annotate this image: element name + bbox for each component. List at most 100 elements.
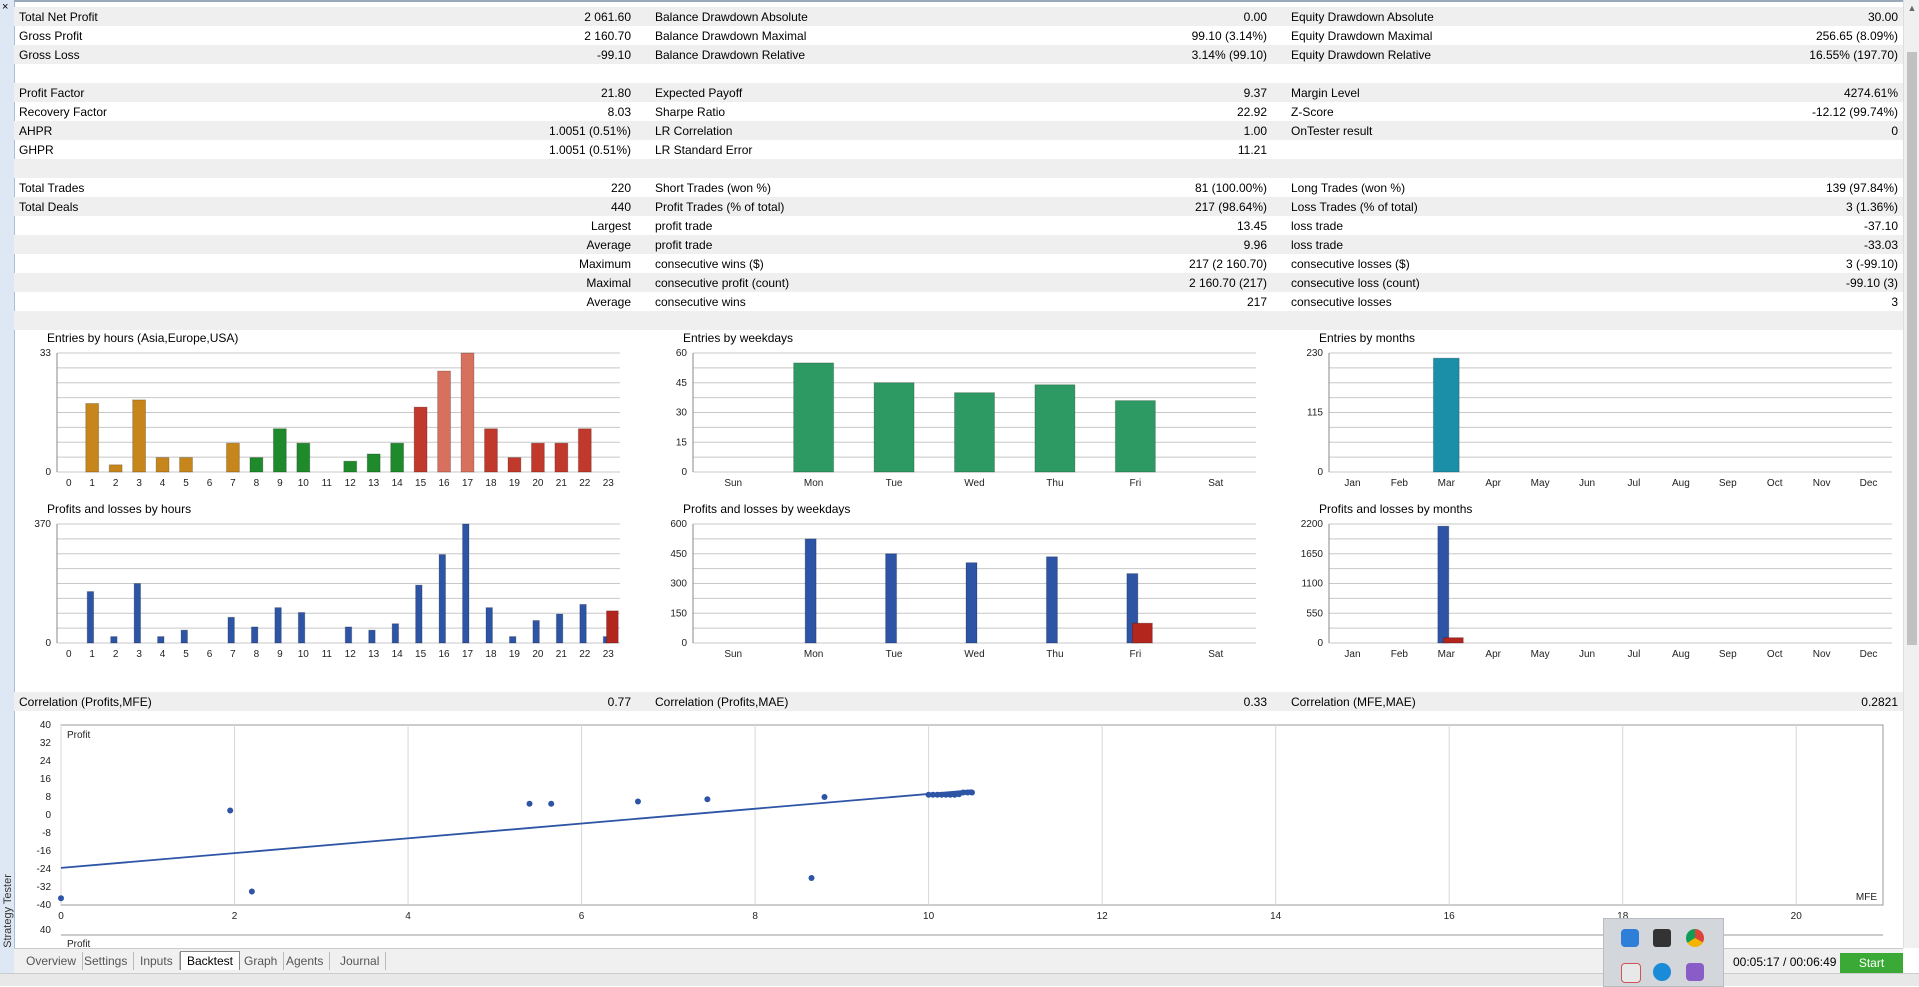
bar [343, 460, 358, 473]
x-tick-label: 0 [66, 478, 72, 489]
scatter-point [938, 791, 945, 798]
y-tick-label: 0 [1317, 467, 1323, 478]
x-tick-label: Mar [1438, 478, 1456, 489]
edge-icon[interactable] [1653, 963, 1671, 981]
bar [108, 464, 123, 473]
scroll-up-icon[interactable]: ▲ [1907, 3, 1917, 13]
bar [133, 583, 142, 644]
x-tick-label: Tue [886, 649, 903, 660]
app-tray-icon[interactable] [1621, 929, 1639, 947]
y-tick-label: 33 [40, 348, 52, 359]
x-tick-label: 23 [603, 649, 615, 660]
scatter-point [548, 800, 555, 807]
entries-by-weekdays-chart: Entries by weekdays 0 15 30 45 60 Sun Mon Tue Wed… [650, 328, 1270, 496]
stats-row [14, 311, 1903, 330]
y-tick-label: -24 [37, 864, 52, 875]
y-tick-label: 45 [676, 378, 688, 389]
trend-line [60, 789, 973, 869]
stat-label: Total Net Profit [19, 10, 98, 24]
x-tick-label: Fri [1130, 478, 1142, 489]
x-tick-label: 0 [58, 911, 64, 922]
y-tick-label: 300 [670, 579, 687, 590]
x-tick-label: 11 [322, 478, 333, 489]
x-tick-label: Fri [1130, 649, 1142, 660]
bar [179, 457, 193, 473]
y-tick-label: 1650 [1301, 549, 1324, 560]
antivirus-icon[interactable] [1621, 963, 1641, 983]
x-tick-label: 10 [298, 478, 310, 489]
stat-label: loss trade [1291, 219, 1344, 233]
vertical-scrollbar[interactable]: ▲ [1903, 0, 1919, 948]
chrome-icon[interactable] [1686, 929, 1704, 947]
stat-value: 256.65 (8.09%) [1815, 29, 1898, 43]
x-tick-label: 13 [368, 649, 380, 660]
bar [1131, 622, 1153, 644]
stat-value: 13.45 [1236, 219, 1267, 233]
scatter-point [947, 791, 954, 798]
x-tick-label: Nov [1813, 649, 1831, 660]
close-icon[interactable]: × [2, 1, 9, 13]
x-tick-label: Jan [1344, 649, 1360, 660]
x-tick-label: Jun [1579, 649, 1595, 660]
x-tick-label: 12 [345, 649, 357, 660]
x-tick-label: 20 [1791, 911, 1803, 922]
stat-label: LR Standard Error [655, 143, 753, 157]
y-tick-label: 600 [670, 519, 687, 530]
x-tick-label: 7 [230, 478, 236, 489]
y-tick-label: 24 [40, 756, 52, 767]
x-tick-label: 18 [1617, 911, 1629, 922]
tab-settings[interactable]: Settings [78, 952, 135, 970]
bar [250, 626, 259, 644]
stat-value: 217 (98.64%) [1194, 200, 1267, 214]
y-tick-label: 550 [1306, 608, 1323, 619]
stat-value: 3 (1.36%) [1845, 200, 1898, 214]
bar [1045, 556, 1058, 644]
bar [437, 370, 452, 473]
stat-label: Balance Drawdown Relative [655, 48, 806, 62]
stat-label: LR Correlation [655, 124, 733, 138]
bar [344, 626, 353, 644]
profits-losses-by-weekdays-chart: Profits and losses by weekdays 0 150 300 450… [650, 499, 1270, 667]
x-tick-label: Aug [1672, 478, 1690, 489]
x-tick-label: Dec [1860, 478, 1878, 489]
x-tick-label: Feb [1391, 478, 1409, 489]
pen-tool-icon[interactable] [1686, 963, 1704, 981]
x-axis-label: MFE [1856, 892, 1877, 903]
stat-value: 440 [610, 200, 631, 214]
tab-graph[interactable]: Graph [238, 952, 285, 970]
tab-inputs[interactable]: Inputs [134, 952, 180, 970]
stat-value: -99.10 (3) [1845, 276, 1898, 290]
tab-overview[interactable]: Overview [20, 952, 84, 970]
bar [462, 523, 470, 644]
tab-agents[interactable]: Agents [280, 952, 331, 970]
stat-row-heading: Maximum [578, 257, 631, 271]
stat-value: 9.96 [1243, 238, 1267, 252]
x-tick-label: 1 [89, 649, 95, 660]
bar [793, 362, 835, 473]
x-tick-label: Sun [724, 649, 742, 660]
pl-weekdays-svg: Profits and losses by weekdays 0 150 300 450… [670, 502, 1256, 660]
tab-journal[interactable]: Journal [334, 952, 387, 970]
bar [507, 457, 522, 473]
bar [554, 442, 569, 473]
x-tick-label: Oct [1767, 478, 1783, 489]
x-tick-label: Thu [1046, 478, 1063, 489]
start-button[interactable]: Start [1840, 953, 1903, 973]
scrollbar-thumb[interactable] [1907, 52, 1917, 645]
strategy-tester-label: Strategy Tester [2, 874, 14, 948]
tab-backtest[interactable]: Backtest [180, 951, 241, 970]
security-shield-icon[interactable] [1653, 929, 1671, 947]
top-border [14, 0, 1903, 2]
stat-label: AHPR [19, 124, 53, 138]
scatter-point [951, 791, 958, 798]
x-tick-label: 16 [439, 649, 451, 660]
entries-weekdays-svg: Entries by weekdays 0 15 30 45 60 Sun Mon Tue Wed… [676, 331, 1256, 489]
x-tick-label: May [1531, 478, 1550, 489]
corr-mfe-mae-value: 0.2821 [1861, 695, 1898, 709]
scatter-point [808, 875, 815, 881]
bar [413, 406, 428, 473]
chart-title: Profits and losses by months [1319, 502, 1472, 516]
x-tick-label: Tue [886, 478, 903, 489]
tester-tabs: Overview Settings Inputs Backtest Graph Agent… [14, 948, 1903, 973]
stat-value: 220 [610, 181, 631, 195]
